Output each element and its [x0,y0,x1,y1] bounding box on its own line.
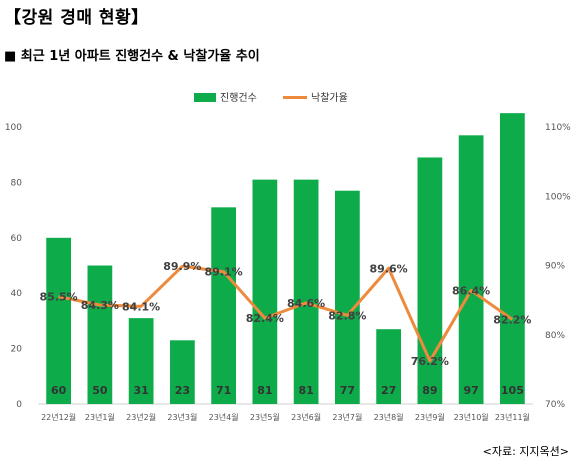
rate-value-label: 89.1% [205,266,243,279]
x-axis: 22년12월 23년1월 23년2월 23년3월 23년4월 23년5월 23년6월 23년7… [41,412,530,422]
rate-value-label: 82.2% [493,314,531,327]
line-series [58,264,514,363]
y-left-tick-label: 60 [11,234,23,244]
rate-line [58,264,514,363]
bar [252,179,278,404]
y-right-tick-label: 90% [545,262,565,272]
legend-bar-label: 진행건수 [220,92,257,104]
x-tick-label: 23년4월 [209,412,239,422]
chart-subtitle: ■ 최근 1년 아파트 진행건수 & 낙찰가율 추이 [4,49,260,64]
bar-value-label: 105 [501,384,524,397]
page-title: 【강원 경매 현황】 [4,8,149,28]
bar-series [46,113,525,405]
legend-bar-swatch [194,93,216,102]
source-note: <자료: 지지옥션> [482,445,569,458]
legend-line-label: 낙찰가율 [311,92,348,104]
bar [335,190,360,404]
rate-value-label: 84.3% [81,299,119,312]
bar [417,157,443,404]
bar-value-label: 81 [298,384,313,397]
x-tick-label: 23년10월 [454,412,489,422]
bar-value-label: 97 [463,384,478,397]
rate-value-label: 84.6% [287,297,325,310]
x-tick-label: 23년2월 [126,412,156,422]
x-tick-label: 22년12월 [41,412,76,422]
x-tick-label: 23년9월 [415,412,445,422]
y-left-tick-label: 100 [5,123,22,133]
bar-value-label: 27 [381,384,396,397]
y-left-tick-label: 20 [11,345,23,355]
bar-value-label: 60 [51,384,67,397]
y-right-tick-label: 100% [545,192,571,202]
y-left-tick-label: 0 [16,400,22,410]
y-right-tick-label: 110% [545,123,571,133]
rate-value-label: 84.1% [122,300,160,313]
bar [376,329,401,404]
rate-labels: 85.5%84.3% 84.1% 89.9% 89.1% 82.4%84.6%82.8%… [40,260,532,368]
rate-value-label: 86.4% [452,284,490,297]
x-tick-label: 23년1월 [85,412,115,422]
rate-value-label: 89.9% [163,260,201,273]
x-tick-label: 23년7월 [332,412,362,422]
rate-value-label: 82.8% [328,309,366,322]
rate-value-label: 85.5% [40,291,78,304]
y-left-tick-label: 80 [11,178,23,188]
y-left-axis: 0 20 40 60 80 100 [5,123,22,410]
bar [128,318,154,404]
bar-value-label: 23 [175,384,190,397]
bar [500,113,525,405]
bar [211,207,236,404]
bar-value-label: 81 [257,384,272,397]
x-tick-label: 23년11월 [495,412,530,422]
bar [87,265,113,404]
rate-value-label: 76.2% [411,355,449,368]
bar-value-label: 71 [216,384,231,397]
bar-value-label: 89 [422,384,437,397]
rate-value-label: 89.6% [370,262,408,275]
bar-value-label: 50 [92,384,108,397]
bar [46,237,71,404]
y-left-tick-label: 40 [11,289,23,299]
x-tick-label: 23년3월 [167,412,197,422]
y-right-tick-label: 80% [545,331,565,341]
bar-labels: 60 50 31 23 71 81 81 77 27 89 97 105 [51,384,524,397]
bar-value-label: 31 [133,384,148,397]
bar [293,179,319,404]
rate-value-label: 82.4% [246,312,284,325]
legend: 진행건수 낙찰가율 [194,92,348,104]
bar [170,340,195,404]
bar [458,135,484,404]
bar-value-label: 77 [340,384,355,397]
x-tick-label: 23년8월 [374,412,404,422]
x-tick-label: 23년6월 [291,412,321,422]
y-right-axis: 70% 80% 90% 100% 110% [545,123,571,410]
y-right-tick-label: 70% [545,400,565,410]
x-tick-label: 23년5월 [250,412,280,422]
